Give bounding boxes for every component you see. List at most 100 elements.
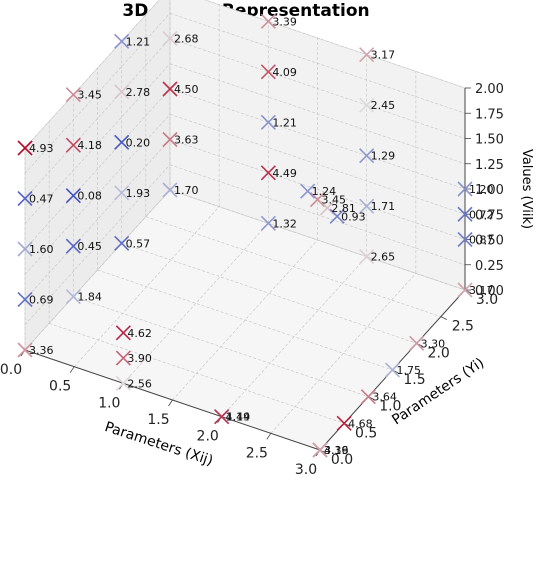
grid-line-y (121, 243, 417, 344)
data-point (65, 137, 81, 153)
data-point-stroke (65, 87, 81, 103)
data-label: 2.81 (331, 202, 356, 215)
x-tick-label: 0.0 (0, 362, 22, 378)
data-label: 3.63 (174, 134, 199, 147)
data-point-stroke (17, 342, 33, 358)
data-label: 1.24 (312, 185, 337, 198)
data-label: 3.30 (421, 337, 446, 350)
data-label: 2.45 (371, 99, 396, 112)
data-label: 0.47 (29, 193, 54, 206)
data-label: 0.93 (341, 210, 366, 223)
grid-line-z (169, 63, 466, 165)
data-point-stroke (114, 84, 130, 100)
data-point-stroke (65, 238, 81, 254)
data-point-stroke (65, 289, 81, 305)
data-label: 4.39 (324, 444, 349, 457)
data-point-stroke (300, 183, 316, 199)
data-point (115, 325, 131, 341)
data-label: 4.49 (272, 167, 297, 180)
data-point-stroke (162, 182, 178, 198)
data-point (115, 375, 131, 391)
data-point (359, 249, 375, 265)
y-tick-label: 2.0 (428, 345, 450, 361)
data-point-stroke (359, 148, 375, 164)
data-label: 2.78 (126, 86, 150, 99)
data-label: 4.68 (348, 417, 373, 430)
data-point (17, 140, 33, 156)
y-tick-label: 0.5 (355, 425, 377, 441)
data-label: 1.75 (397, 364, 422, 377)
data-point (162, 182, 178, 198)
data-label: 1.21 (272, 116, 297, 129)
data-point (359, 47, 375, 63)
grid-line-z (169, 88, 466, 190)
x-tick-mark (266, 433, 272, 440)
x-tick-mark (168, 399, 173, 407)
grid-line-z (24, 164, 171, 325)
data-point-stroke (336, 415, 352, 431)
data-label: 1.71 (371, 200, 396, 213)
grid-line-z (24, 88, 171, 250)
data-point-stroke (17, 291, 33, 308)
data-point-stroke (214, 409, 230, 425)
data-point (329, 208, 345, 224)
grid-line-z (24, 0, 160, 149)
grid-line-z (204, 0, 466, 89)
data-point-stroke (309, 192, 326, 208)
z-tick-label: 0.50 (475, 234, 504, 249)
data-point (65, 87, 81, 103)
data-point-stroke (457, 231, 473, 248)
data-point (260, 114, 276, 130)
data-label: 3.64 (372, 391, 397, 404)
data-point (214, 409, 230, 425)
data-point (260, 165, 276, 181)
grid-line-y (145, 216, 441, 317)
z-tick-label: 1.75 (475, 107, 504, 122)
data-label: 4.62 (127, 327, 152, 340)
data-point-stroke (260, 64, 276, 80)
grid-line-z (169, 189, 466, 291)
data-point (300, 183, 316, 199)
data-point (384, 362, 401, 378)
data-point (114, 235, 130, 251)
z-tick-label: 0.75 (475, 208, 504, 223)
data-point-stroke (359, 249, 375, 265)
z-tick-label: 1.25 (475, 158, 504, 173)
data-point (409, 335, 425, 351)
data-point-stroke (359, 47, 375, 63)
data-point (336, 415, 352, 431)
x-tick-label: 0.5 (49, 379, 71, 395)
y-tick-mark (440, 316, 448, 321)
data-label: 3.39 (272, 15, 297, 28)
data-label: 3.36 (29, 344, 54, 357)
data-point-stroke (115, 375, 131, 391)
data-point-stroke (260, 165, 276, 181)
grid-line-z (169, 38, 466, 139)
z-tick-label: 0.00 (475, 284, 504, 299)
data-point-stroke (329, 208, 345, 224)
data-point (65, 289, 81, 305)
x-tick-label: 1.0 (98, 395, 120, 411)
grid-line-z (169, 164, 466, 266)
data-label: 4.50 (174, 83, 199, 96)
data-point-stroke (260, 215, 276, 231)
z-axis-label: Values (Viik) (519, 149, 534, 229)
data-point (17, 190, 33, 207)
grid-line-z (169, 139, 466, 240)
data-point (162, 131, 178, 148)
x-tick-label: 1.5 (147, 412, 169, 428)
data-label: 1.32 (272, 217, 297, 230)
grid-line-y (97, 269, 393, 371)
data-label: 1.19 (226, 411, 251, 424)
data-point-stroke (17, 241, 33, 257)
grid-line-z (169, 12, 466, 114)
data-label: 0.08 (77, 190, 102, 203)
z-tick-label: 2.00 (475, 82, 504, 97)
data-point (457, 181, 473, 197)
data-point-stroke (115, 325, 131, 341)
data-points (17, 13, 473, 458)
data-label: 0.72 (469, 208, 494, 221)
y-tick-label: 0.0 (331, 452, 353, 468)
data-label: 0.45 (77, 240, 102, 253)
